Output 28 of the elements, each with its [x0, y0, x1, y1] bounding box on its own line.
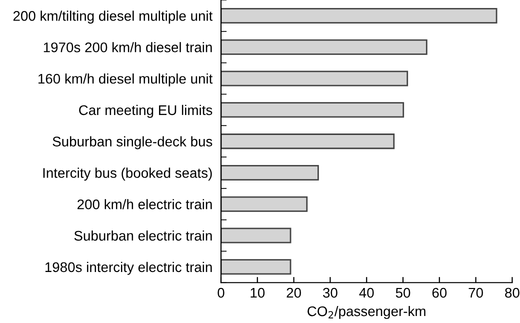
y-tick-label: 1970s 200 km/h diesel train: [44, 42, 212, 52]
x-tick-label: 80: [505, 288, 520, 298]
x-tick-label: 30: [323, 288, 338, 298]
x-tick-label: 70: [468, 288, 483, 298]
bar: [221, 8, 498, 24]
x-tick-label: 60: [432, 288, 447, 298]
y-tick-label: Suburban single-deck bus: [52, 136, 212, 150]
y-tick-label: Intercity bus (booked seats): [43, 168, 212, 181]
x-tick-label: 40: [359, 288, 374, 298]
y-tick-label: 200 km/h electric train: [78, 199, 212, 210]
bar: [221, 102, 404, 118]
bar: [221, 39, 428, 55]
y-tick-label: Suburban electric train: [74, 230, 212, 241]
bar: [221, 134, 395, 150]
bar: [221, 164, 319, 180]
y-tick-label: 1980s intercity electric train: [45, 262, 212, 275]
y-tick-label: 160 km/h diesel multiple unit: [38, 73, 213, 86]
y-tick-label: 200 km/tilting diesel multiple unit: [13, 10, 213, 24]
x-tick-label: 0: [218, 288, 224, 298]
y-tick-label: Car meeting EU limits: [79, 104, 212, 118]
bar: [221, 228, 292, 244]
bar: [221, 259, 292, 275]
x-tick-label: 20: [286, 288, 301, 298]
x-axis-title: CO$_{2}$/passenger-km: [308, 306, 426, 319]
bar: [221, 70, 408, 86]
x-tick-label: 10: [250, 288, 265, 298]
x-tick-label: 50: [396, 288, 410, 298]
bar: [221, 196, 308, 212]
